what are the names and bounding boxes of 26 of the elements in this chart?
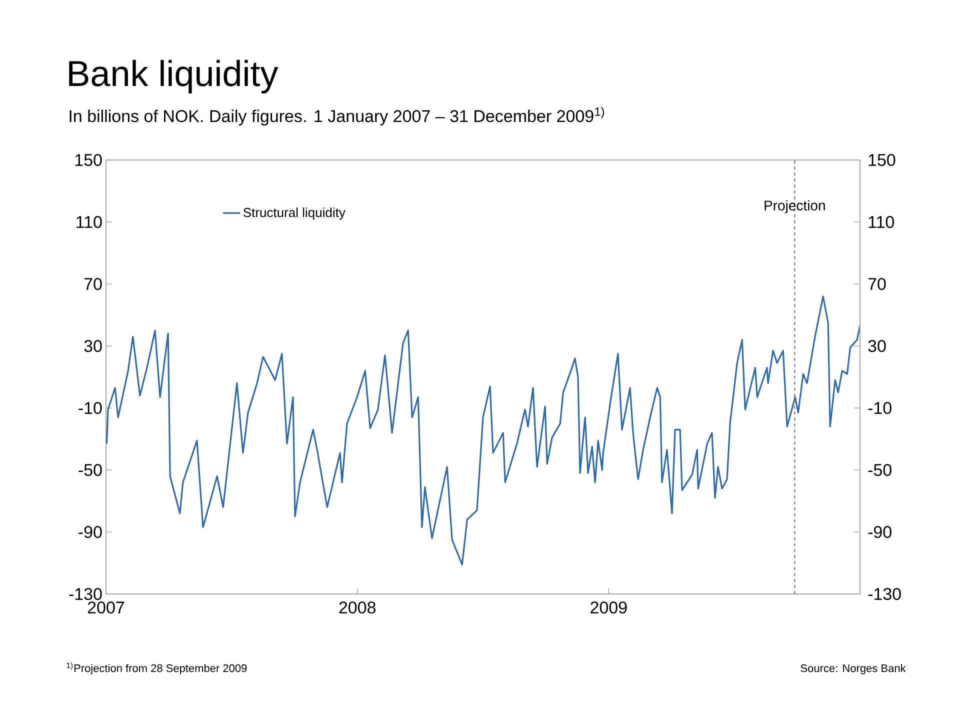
x-tick-label: 2008	[339, 602, 376, 614]
ref-line-label: Projection	[764, 200, 825, 214]
y-tick-label: -50	[78, 464, 102, 476]
y2-tick-label: -90	[868, 526, 892, 538]
y2-tick-label: 110	[868, 216, 894, 228]
x-tick-label: 2009	[590, 602, 627, 614]
y-tick-label: -130	[69, 588, 102, 600]
legend-label: Structural liquidity	[243, 208, 346, 220]
y-tick-label: 30	[84, 340, 102, 352]
chart-subtitle: In billions of NOK. Daily figures. 1 January 2007 – 31 December 2009$^{1)}$	[70, 107, 604, 126]
chart-title: Bank liquidity	[69, 60, 278, 94]
y-tick-label: -90	[78, 526, 102, 538]
y-tick-label: 70	[84, 278, 102, 290]
x-tick-label: 2007	[88, 602, 124, 614]
y2-tick-label: 150	[868, 154, 896, 166]
y-tick-label: 150	[75, 154, 102, 166]
y-tick-label: -10	[78, 402, 102, 414]
y2-tick-label: -130	[868, 588, 901, 600]
text: $^{1)}$Projection from 28 September 2009	[66, 662, 247, 674]
y2-tick-label: 70	[868, 278, 886, 290]
y2-tick-label: -50	[868, 464, 892, 476]
y-tick-label: 110	[76, 216, 102, 228]
line-series	[106, 296, 860, 566]
y2-tick-label: -10	[868, 402, 892, 414]
source-note: Source: Norges Bank	[800, 664, 906, 674]
y2-tick-label: 30	[868, 340, 886, 352]
